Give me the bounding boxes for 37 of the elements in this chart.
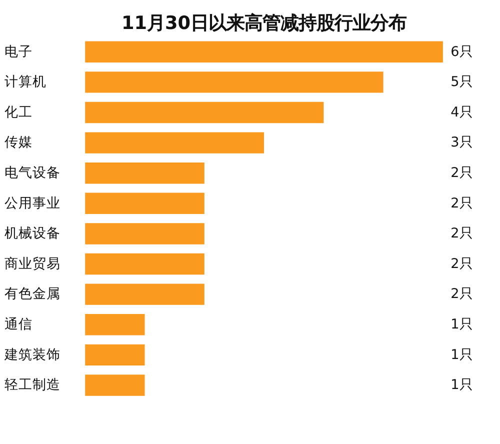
data-label: 2只 <box>450 256 474 272</box>
data-label: 2只 <box>450 195 474 212</box>
y-tick-label: 有色金属 <box>4 286 60 302</box>
y-tick-label: 公用事业 <box>4 195 60 212</box>
bar <box>85 192 204 214</box>
data-label: 1只 <box>450 377 474 394</box>
data-label: 1只 <box>450 316 474 332</box>
bar <box>85 72 384 93</box>
bar <box>85 253 204 275</box>
data-label: 2只 <box>450 164 474 181</box>
y-tick-label: 商业贸易 <box>4 256 60 272</box>
data-label: 2只 <box>450 226 474 242</box>
data-label: 1只 <box>450 346 474 363</box>
data-label: 6只 <box>450 44 474 60</box>
y-tick-label: 建筑装饰 <box>3 346 60 363</box>
bar <box>85 374 145 396</box>
data-label: 5只 <box>450 74 474 90</box>
data-label: 2只 <box>450 286 474 302</box>
data-label: 4只 <box>450 104 474 120</box>
y-tick-label: 传媒 <box>4 134 32 151</box>
y-tick-label: 化工 <box>4 104 32 120</box>
y-tick-label: 通信 <box>4 316 32 332</box>
bar <box>85 344 145 366</box>
bar <box>85 223 204 244</box>
bar <box>85 284 204 305</box>
bar <box>85 132 264 154</box>
y-tick-label: 轻工制造 <box>4 377 60 394</box>
bar <box>85 314 145 336</box>
bar <box>85 41 443 62</box>
chart-title: 11月30日以来高管减持股行业分布 <box>121 13 407 34</box>
y-tick-label: 电气设备 <box>4 164 60 181</box>
y-tick-label: 机械设备 <box>4 226 60 242</box>
y-tick-label: 计算机 <box>4 74 46 90</box>
bar <box>85 102 324 124</box>
data-label: 3只 <box>450 134 474 151</box>
bar <box>85 162 204 184</box>
y-tick-label: 电子 <box>4 44 32 60</box>
